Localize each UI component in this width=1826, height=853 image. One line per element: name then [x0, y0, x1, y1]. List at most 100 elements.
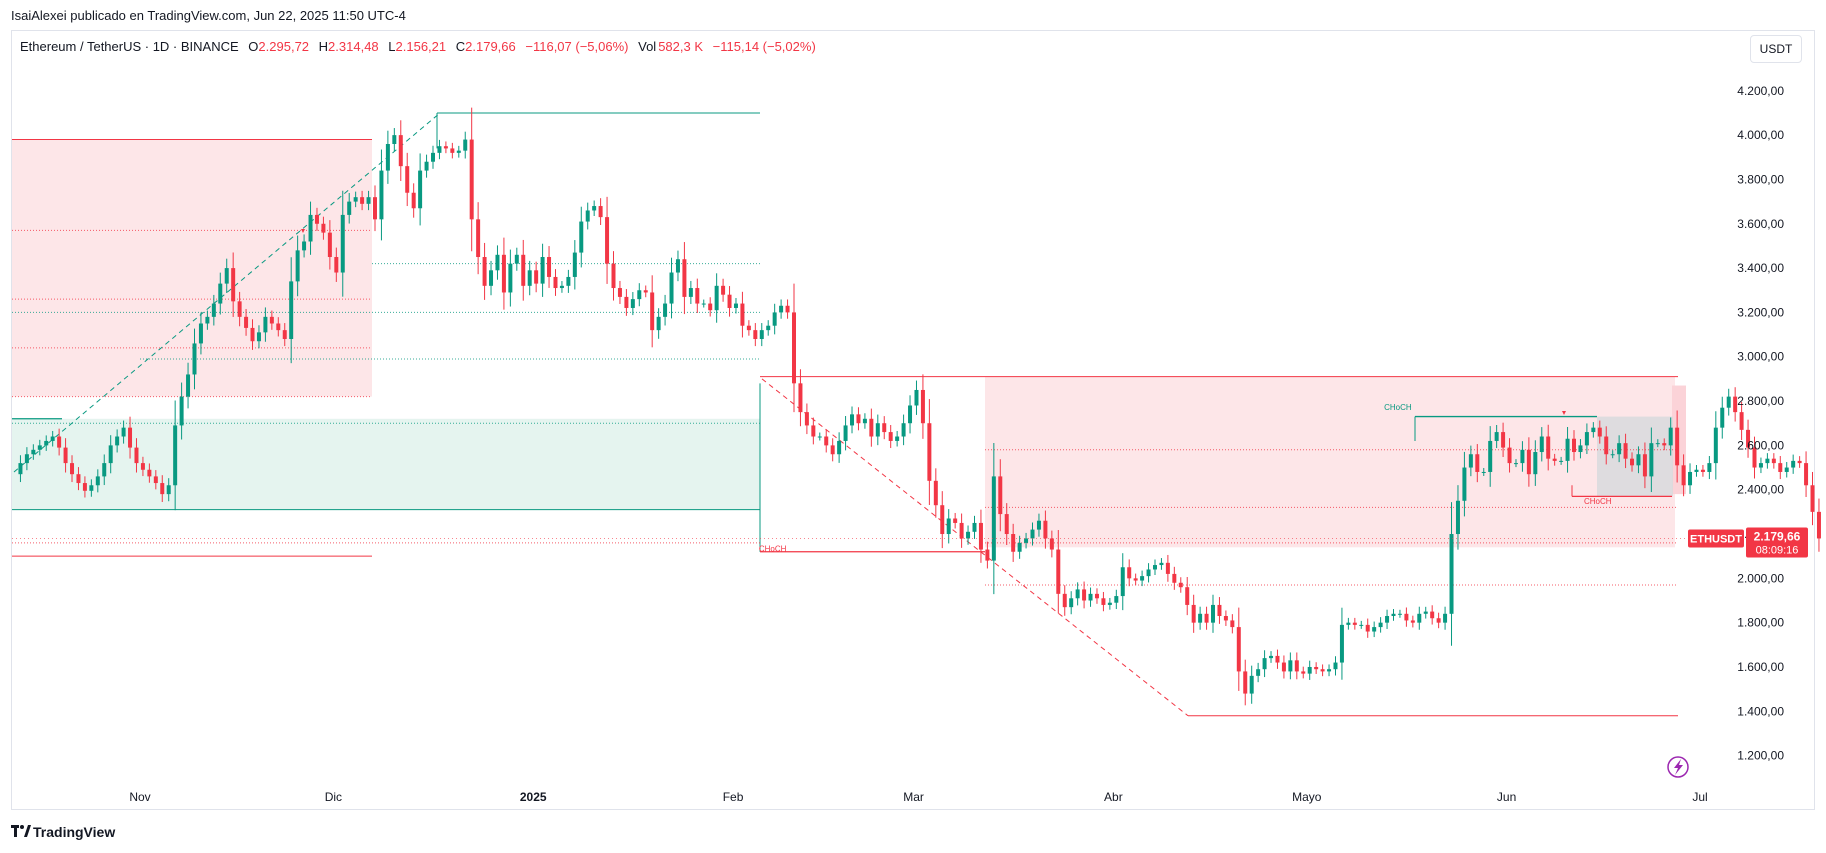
candle [830, 438, 835, 462]
candle-body [102, 463, 107, 477]
candle-body [186, 374, 191, 397]
candle [1107, 597, 1112, 610]
candle [1307, 660, 1312, 680]
candle-body [1088, 593, 1093, 601]
candle-body [1410, 620, 1415, 623]
candle [1236, 607, 1241, 691]
y-tick-label: 3.200,00 [1737, 305, 1784, 319]
candle-body [282, 330, 287, 340]
candle [1043, 510, 1048, 549]
candle [63, 438, 68, 473]
candle-body [1552, 458, 1557, 461]
candle-body [1694, 469, 1699, 472]
candle-body [617, 288, 622, 297]
tradingview-brand[interactable]: TradingView [11, 824, 115, 840]
lightning-icon[interactable] [1667, 756, 1689, 778]
candle-body [1565, 438, 1570, 461]
candle [173, 400, 178, 511]
candle [663, 294, 668, 326]
candle [128, 416, 133, 459]
candle-body [70, 463, 75, 475]
candle-body [250, 327, 255, 342]
candle-body [927, 423, 932, 481]
currency-button[interactable]: USDT [1750, 35, 1802, 63]
candle-body [1475, 454, 1480, 472]
candle-body [50, 436, 55, 441]
candle [540, 243, 545, 297]
symbol-name[interactable]: Ethereum / TetherUS · 1D · BINANCE [20, 39, 239, 54]
candle-body [263, 316, 268, 333]
candle [1288, 652, 1293, 680]
candle [1275, 649, 1280, 669]
candle-body [1810, 485, 1815, 512]
candle [508, 249, 513, 307]
candle-body [1062, 593, 1067, 608]
candle [50, 430, 55, 447]
candle [443, 141, 448, 154]
candle-body [134, 447, 139, 464]
candle [166, 478, 171, 502]
candle [250, 319, 255, 350]
candle-body [437, 146, 442, 153]
candle-body [1281, 662, 1286, 672]
candle-body [585, 210, 590, 222]
candle-body [1720, 407, 1725, 428]
candle [1269, 651, 1274, 663]
candle-body [1752, 447, 1757, 468]
candle [547, 246, 552, 288]
candle-body [675, 259, 680, 273]
candle-body [1610, 454, 1615, 456]
candle [727, 286, 732, 317]
candle-body [1688, 471, 1693, 486]
y-tick-label: 4.000,00 [1737, 128, 1784, 142]
candle [186, 362, 191, 409]
candle-body [1101, 598, 1106, 605]
candle-body [179, 396, 184, 426]
candle-body [115, 436, 120, 446]
x-tick-label: Jul [1692, 790, 1707, 804]
candle [405, 152, 410, 207]
candle [946, 509, 951, 544]
candle-body [1578, 445, 1583, 453]
candle-body [579, 221, 584, 253]
candle-body [379, 170, 384, 220]
candle-body [1275, 655, 1280, 663]
candle [1604, 426, 1609, 465]
candle-body [1765, 458, 1770, 464]
candle [1449, 502, 1454, 646]
candle [1185, 577, 1190, 616]
candle [869, 408, 874, 447]
candle-body [1662, 443, 1667, 446]
candle-body [540, 257, 545, 284]
candle-body [1649, 443, 1654, 477]
candle [1501, 422, 1506, 458]
y-tick-label: 1.200,00 [1737, 749, 1784, 763]
candle-body [1630, 458, 1635, 466]
candle [991, 442, 996, 595]
x-tick-label: Abr [1104, 790, 1123, 804]
candle-body [360, 197, 365, 204]
candle [1165, 554, 1170, 582]
candle [624, 289, 629, 316]
candle [1294, 652, 1299, 680]
price-tag: 2.179,66 [1754, 530, 1801, 544]
candle [1133, 573, 1138, 586]
candle [553, 269, 558, 296]
candle-body [1681, 465, 1686, 486]
candle-body [1391, 613, 1396, 617]
candle-body [1397, 613, 1402, 615]
x-tick-label: Feb [723, 790, 744, 804]
candle [714, 273, 719, 323]
candle [360, 190, 365, 211]
candle-body [875, 423, 880, 437]
candle-body [592, 206, 597, 211]
candle-body [153, 476, 158, 484]
choch-label: CHoCH [1384, 403, 1412, 412]
candle [630, 292, 635, 316]
candle-body [1365, 624, 1370, 632]
candle-body [1436, 618, 1441, 623]
candle-body [1572, 438, 1576, 453]
candle-body [1423, 611, 1428, 614]
candle-body [1778, 463, 1783, 472]
